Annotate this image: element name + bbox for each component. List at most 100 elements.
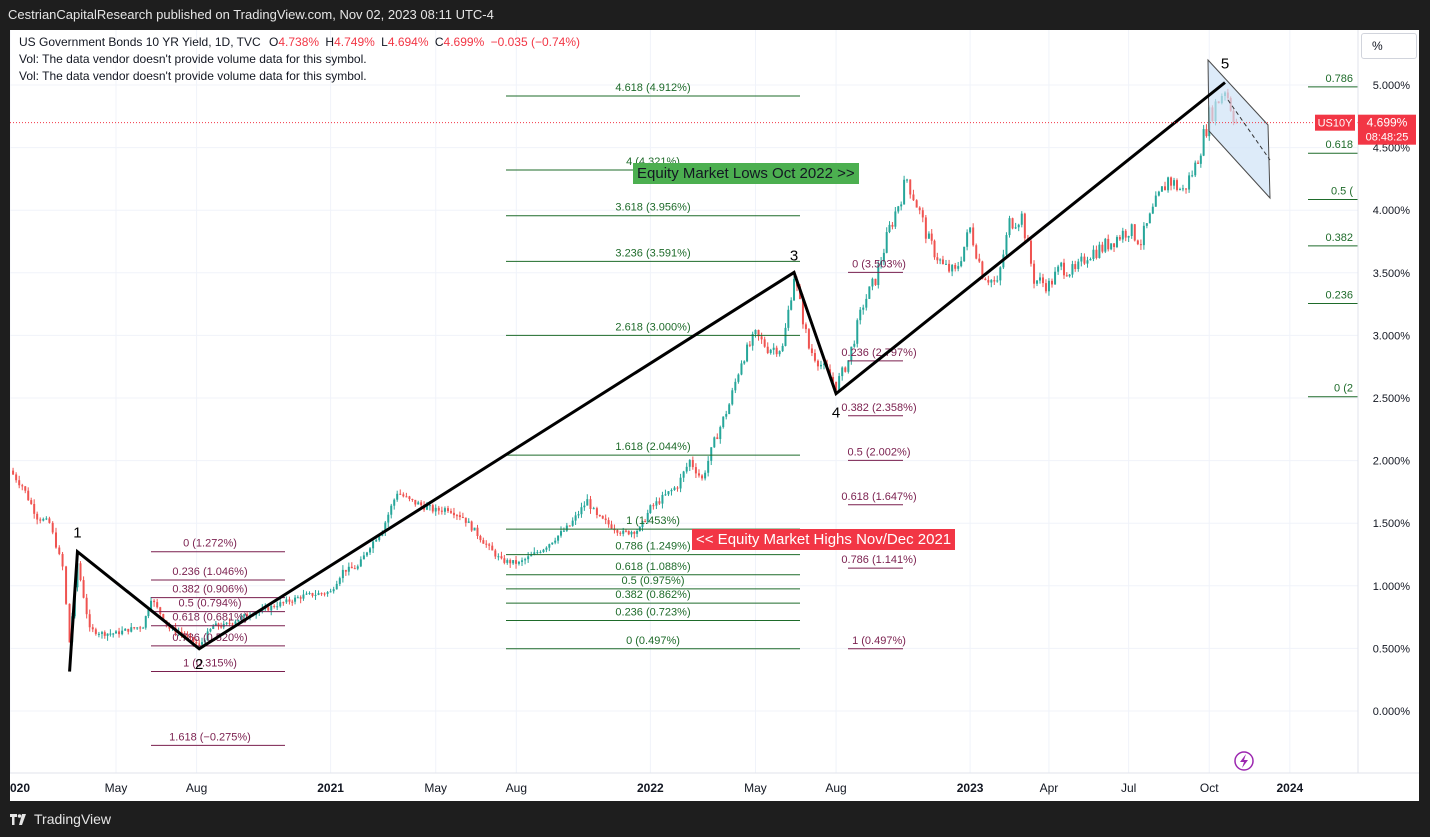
- candle-body: [865, 298, 868, 308]
- candle-body: [455, 515, 458, 517]
- candle-body: [384, 522, 387, 532]
- candle-body: [667, 491, 670, 495]
- candle-body: [1164, 186, 1167, 191]
- candle-body: [571, 520, 574, 526]
- candle-body: [801, 298, 804, 325]
- candle-body: [655, 501, 658, 506]
- candle-body: [1101, 244, 1104, 252]
- candle-body: [894, 211, 897, 227]
- fib-level-label: 4.618 (4.912%): [615, 82, 690, 94]
- candle-body: [945, 263, 948, 265]
- candle-body: [757, 329, 760, 337]
- footer-bar: TradingView: [0, 801, 1430, 837]
- candle-body: [65, 566, 68, 604]
- price-tick-label: 3.000%: [1373, 330, 1411, 342]
- candle-body: [234, 621, 237, 624]
- candle-body: [1077, 261, 1080, 269]
- candle-body: [150, 600, 153, 610]
- time-tick-label: Aug: [825, 781, 846, 795]
- candle-body: [405, 496, 408, 498]
- percent-scale-button[interactable]: %: [1361, 33, 1417, 59]
- candle-body: [1197, 162, 1200, 164]
- candle-body: [921, 210, 924, 218]
- fib-level-label: 1.618 (−0.275%): [169, 731, 251, 743]
- candle-body: [1044, 283, 1047, 292]
- candle-body: [586, 499, 589, 506]
- candle-body: [1008, 218, 1011, 236]
- candle-body: [517, 561, 520, 564]
- candle-body: [214, 623, 217, 626]
- candle-body: [479, 536, 482, 541]
- low-value: 4.694%: [387, 35, 429, 49]
- candle-body: [1167, 177, 1170, 191]
- price-tick-label: 5.000%: [1373, 80, 1411, 92]
- candle-body: [320, 593, 323, 595]
- tradingview-logo[interactable]: TradingView: [10, 811, 111, 827]
- chart-area[interactable]: 4.618 (4.912%) 4 (4.321%) 3.618 (3.956%) 3.…: [10, 30, 1419, 801]
- candle-body: [954, 264, 957, 269]
- candle-body: [144, 616, 147, 628]
- candle-body: [79, 563, 82, 581]
- candle-body: [42, 518, 45, 521]
- candle-body: [12, 470, 15, 475]
- candle-body: [562, 530, 565, 532]
- candle-body: [85, 597, 88, 615]
- candle-body: [39, 519, 42, 521]
- candle-body: [180, 632, 183, 634]
- candle-body: [939, 259, 942, 261]
- candle-body: [701, 475, 704, 479]
- candle-body: [769, 349, 772, 353]
- candle-body: [387, 514, 390, 523]
- candle-body: [1176, 180, 1179, 190]
- candle-body: [279, 602, 282, 607]
- candle-body: [347, 566, 350, 572]
- close-value: 4.699%: [443, 35, 485, 49]
- candle-body: [560, 531, 563, 536]
- candle-body: [494, 550, 497, 557]
- candle-body: [1194, 162, 1197, 176]
- candle-body: [203, 640, 206, 643]
- candle-body: [874, 278, 877, 286]
- candle-body: [1029, 240, 1032, 264]
- candle-body: [862, 307, 865, 310]
- candle-body: [627, 530, 630, 535]
- candle-body: [521, 560, 524, 562]
- candle-body: [557, 535, 560, 541]
- time-tick-label: May: [744, 781, 767, 795]
- candle-body: [33, 503, 36, 514]
- candle-body: [1104, 238, 1107, 252]
- candle-body: [291, 601, 294, 603]
- candle-body: [536, 552, 539, 554]
- candle-body: [458, 515, 461, 517]
- candle-body: [1133, 224, 1136, 241]
- candle-body: [186, 635, 189, 637]
- candle-body: [969, 227, 972, 233]
- candle-body: [927, 233, 930, 239]
- candle-body: [326, 592, 329, 594]
- candle-body: [1086, 260, 1089, 264]
- candle-body: [485, 543, 488, 545]
- price-channel: [1207, 58, 1271, 200]
- candle-body: [589, 499, 592, 509]
- candle-body: [722, 416, 725, 428]
- symbol-legend: US Government Bonds 10 YR Yield, 1D, TVC…: [19, 35, 580, 49]
- candle-body: [1017, 224, 1020, 228]
- candle-body: [844, 367, 847, 372]
- candle-body: [372, 541, 375, 549]
- price-tick-label: 1.000%: [1373, 581, 1411, 593]
- chart-canvas[interactable]: 4.618 (4.912%)4 (4.321%)3.618 (3.956%)3.…: [10, 30, 1419, 801]
- candle-body: [1107, 238, 1110, 250]
- candle-body: [61, 553, 64, 567]
- candle-body: [45, 518, 48, 520]
- fib-level-label: 0.236 (1.046%): [172, 566, 247, 578]
- candle-body: [228, 622, 231, 624]
- candle-body: [231, 623, 234, 625]
- close-label: C: [434, 35, 444, 49]
- fib-level-label: 0.382 (0.906%): [172, 584, 247, 596]
- candle-body: [114, 631, 117, 634]
- lightning-icon: [1234, 751, 1254, 771]
- candle-body: [82, 580, 85, 598]
- candle-body: [636, 530, 639, 534]
- fib-level-label: 0.236: [1325, 289, 1353, 301]
- candle-body: [778, 351, 781, 355]
